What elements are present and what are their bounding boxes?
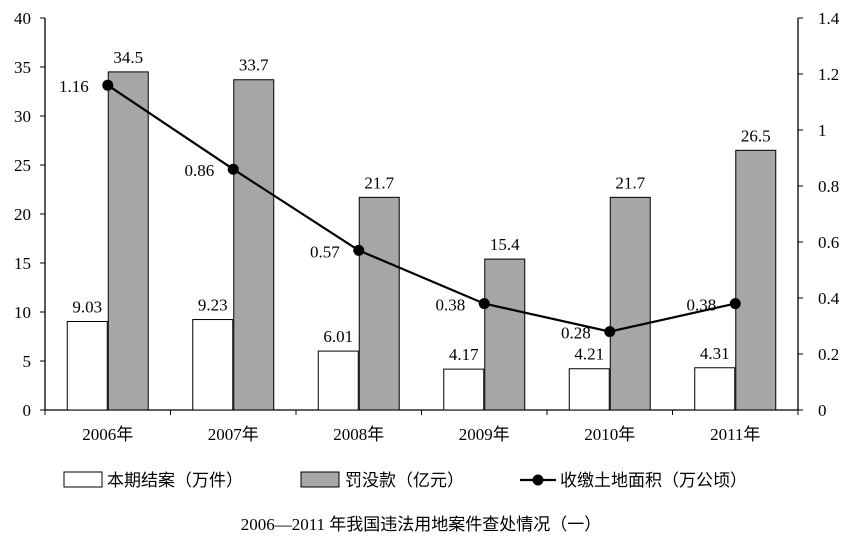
left-tick-label: 20 [14,205,31,224]
left-tick-label: 25 [14,156,31,175]
right-tick-label: 1.4 [818,9,840,28]
x-tick-label: 2008年 [333,425,384,444]
legend-label-fines: 罚没款（亿元） [345,471,464,491]
data-label-land-area: 0.86 [185,161,215,180]
right-tick-label: 1.2 [818,65,839,84]
left-tick-label: 0 [23,401,32,420]
point-land-area [604,326,616,338]
data-label-fines: 33.7 [239,56,269,75]
data-label-land-area: 0.28 [561,324,591,343]
data-label-cases-closed: 4.31 [700,344,730,363]
left-tick-label: 35 [14,58,31,77]
legend-swatch-land-area-marker [532,474,544,486]
left-tick-label: 5 [23,352,32,371]
right-tick-label: 0.8 [818,177,839,196]
data-label-cases-closed: 4.21 [574,345,604,364]
right-tick-label: 0.4 [818,289,840,308]
left-tick-label: 15 [14,254,31,273]
x-tick-label: 2009年 [459,425,510,444]
x-tick-label: 2007年 [208,425,259,444]
legend-swatch-fines [300,471,340,488]
right-tick-label: 0 [818,401,827,420]
data-label-fines: 34.5 [113,48,143,67]
data-label-land-area: 0.38 [436,296,466,315]
line-land-area [107,84,736,333]
point-land-area [353,244,365,256]
data-label-cases-closed: 4.17 [449,345,479,364]
point-land-area [729,298,741,310]
data-label-land-area: 1.16 [59,77,89,96]
point-land-area [102,79,114,91]
data-label-land-area: 0.57 [310,242,340,261]
legend-label-cases-closed: 本期结案（万件） [107,471,243,491]
bar-cases-closed [66,321,108,411]
data-label-fines: 26.5 [741,126,771,145]
bar-cases-closed [568,368,610,411]
legend-label-land-area: 收缴土地面积（万公顷） [560,471,747,491]
bar-cases-closed [443,368,485,411]
data-label-land-area: 0.38 [687,296,717,315]
x-tick-label: 2006年 [82,425,133,444]
point-land-area [227,163,239,175]
bar-cases-closed [192,319,234,411]
left-tick-label: 40 [14,9,31,28]
bar-fines [609,196,651,411]
data-label-fines: 21.7 [615,173,645,192]
bar-fines [358,196,400,411]
data-label-cases-closed: 9.23 [198,296,228,315]
right-tick-label: 0.6 [818,233,839,252]
bar-fines [107,71,149,411]
left-tick-label: 30 [14,107,31,126]
data-label-cases-closed: 9.03 [72,298,102,317]
bar-fines [233,79,275,411]
bar-fines [735,149,777,411]
data-label-fines: 21.7 [364,173,394,192]
right-tick-label: 1 [818,121,827,140]
bar-cases-closed [694,367,736,411]
right-tick-label: 0.2 [818,345,839,364]
x-tick-label: 2010年 [584,425,635,444]
x-tick-label: 2011年 [710,425,760,444]
point-land-area [478,298,490,310]
legend-swatch-cases-closed [63,471,103,488]
bar-cases-closed [317,350,359,411]
chart-caption: 2006—2011 年我国违法用地案件查处情况（一） [241,515,602,534]
left-tick-label: 10 [14,303,31,322]
data-label-cases-closed: 6.01 [323,327,353,346]
data-label-fines: 15.4 [490,235,520,254]
bar-fines [484,258,526,411]
